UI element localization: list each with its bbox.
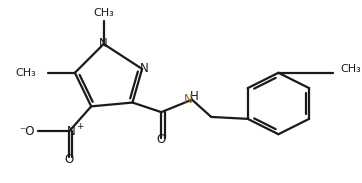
Text: CH₃: CH₃ bbox=[341, 64, 362, 74]
Text: O: O bbox=[64, 153, 74, 166]
Text: ⁻O: ⁻O bbox=[19, 125, 35, 138]
Text: N: N bbox=[184, 93, 193, 106]
Text: H: H bbox=[190, 90, 198, 103]
Text: CH₃: CH₃ bbox=[93, 8, 114, 18]
Text: N: N bbox=[140, 62, 148, 75]
Text: N: N bbox=[67, 125, 75, 138]
Text: N: N bbox=[99, 38, 108, 51]
Text: CH₃: CH₃ bbox=[16, 68, 37, 78]
Text: O: O bbox=[157, 133, 166, 146]
Text: +: + bbox=[76, 122, 83, 131]
